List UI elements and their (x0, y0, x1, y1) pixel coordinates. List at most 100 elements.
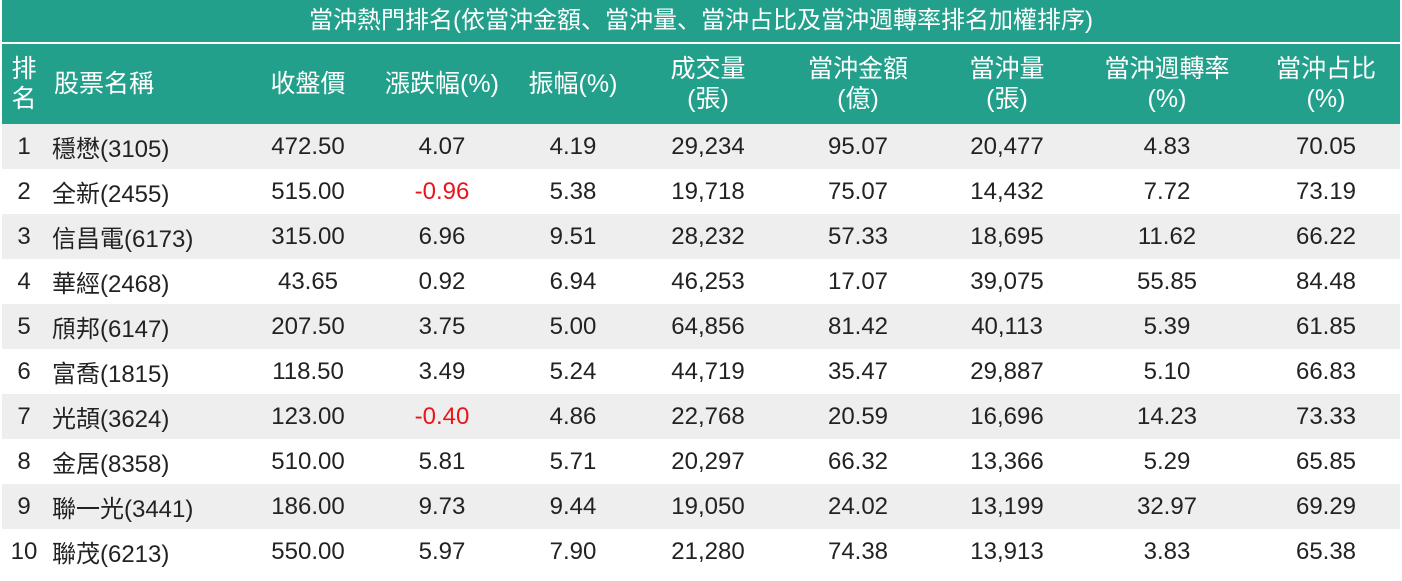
table-body: 1 穩懋(3105) 472.50 4.07 4.19 29,234 95.07 20,477… (2, 124, 1400, 574)
table-cell: 75.07 (827, 177, 889, 205)
header-cell: 當沖金額 (億) (784, 44, 932, 124)
table-cell: 9.73 (370, 484, 514, 529)
table-cell: 35.47 (827, 357, 889, 385)
table-cell: 4.83 (1082, 124, 1252, 169)
table-cell: 64,856 (632, 304, 784, 349)
table-cell: 富喬(1815) (52, 361, 170, 388)
table-cell: 5.81 (418, 447, 466, 475)
table-cell: 5 (2, 304, 46, 349)
table-cell: 4.86 (514, 394, 632, 439)
table-cell: 14.23 (1082, 394, 1252, 439)
table-cell: 29,887 (970, 357, 1044, 385)
table-row: 3 信昌電(6173) 315.00 6.96 9.51 28,232 57.33 18,69… (2, 214, 1400, 259)
table-cell: 4 (17, 267, 31, 295)
table-cell: 61.85 (1252, 304, 1400, 349)
table-row: 9 聯一光(3441) 186.00 9.73 9.44 19,050 24.02 13,19… (2, 484, 1400, 529)
header-row: 排 名股票名稱 收盤價 漲跌幅(%) 振幅(%) 成交量 (張) 當沖金額 (億) 當沖量 … (2, 44, 1400, 124)
table-cell: 315.00 (246, 214, 370, 259)
table-cell: 22,768 (632, 394, 784, 439)
table-cell: 3.75 (370, 304, 514, 349)
table-cell: 66.83 (1295, 357, 1357, 385)
table-cell: 3 (2, 214, 46, 259)
table-cell: 13,366 (970, 447, 1044, 475)
table-row: 6 富喬(1815) 118.50 3.49 5.24 44,719 35.47 29,887… (2, 349, 1400, 394)
table-cell: 81.42 (784, 304, 932, 349)
table-cell: 74.38 (827, 537, 889, 565)
table-cell: 11.62 (1082, 214, 1252, 259)
table-cell: 8 (17, 447, 31, 475)
table-cell: 6.94 (549, 267, 597, 295)
table-row: 2 全新(2455) 515.00 -0.96 5.38 19,718 75.07 14,43… (2, 169, 1400, 214)
table-cell: 穩懋(3105) (46, 124, 246, 169)
table-cell: 515.00 (271, 177, 345, 205)
table-cell: 32.97 (1082, 484, 1252, 529)
table-row: 8 金居(8358) 510.00 5.81 5.71 20,297 66.32 13,366… (2, 439, 1400, 484)
table-cell: 3.83 (1143, 537, 1191, 565)
table-cell: 66.32 (827, 447, 889, 475)
table-cell: 5.10 (1143, 357, 1191, 385)
table-cell: 28,232 (632, 214, 784, 259)
table-cell: 70.05 (1252, 124, 1400, 169)
table-cell: 10 (10, 537, 38, 565)
header-cell: 排 名 (2, 44, 46, 124)
table-cell: 5.00 (514, 304, 632, 349)
table-cell: 65.85 (1295, 447, 1357, 475)
table-cell: 5.24 (549, 357, 597, 385)
table-row: 4 華經(2468) 43.65 0.92 6.94 46,253 17.07 39,075 5… (2, 259, 1400, 304)
table-cell: 2 (17, 177, 31, 205)
table-cell: 3.49 (418, 357, 466, 385)
table-cell: 186.00 (246, 484, 370, 529)
table-cell: 21,280 (671, 537, 745, 565)
table-cell: 14,432 (970, 177, 1044, 205)
header-cell: 成交量 (張) (632, 44, 784, 124)
table-title: 當沖熱門排名(依當沖金額、當沖量、當沖占比及當沖週轉率排名加權排序) (2, 0, 1400, 44)
table-cell: 5.97 (418, 537, 466, 565)
table-cell: 1 (2, 124, 46, 169)
table-cell: 29,234 (632, 124, 784, 169)
table-cell: 信昌電(6173) (46, 214, 246, 259)
table-cell: 20,477 (932, 124, 1082, 169)
table-cell: -0.96 (414, 177, 470, 205)
table-cell: 5.38 (549, 177, 597, 205)
table-cell: 118.50 (272, 357, 344, 385)
table-cell: 9.44 (514, 484, 632, 529)
table-cell: 123.00 (246, 394, 370, 439)
table-cell: 57.33 (784, 214, 932, 259)
table-cell: 95.07 (784, 124, 932, 169)
header-cell: 當沖占比 (%) (1252, 44, 1400, 124)
table-cell: 16,696 (932, 394, 1082, 439)
table-cell: -0.40 (370, 394, 514, 439)
table-cell: 9.51 (514, 214, 632, 259)
table-cell: 金居(8358) (52, 451, 170, 478)
table-cell: 510.00 (271, 447, 345, 475)
table-cell: 全新(2455) (52, 181, 170, 208)
table-row: 1 穩懋(3105) 472.50 4.07 4.19 29,234 95.07 20,477… (2, 124, 1400, 169)
table-cell: 6 (17, 357, 31, 385)
table-cell: 5.29 (1143, 447, 1191, 475)
header-cell: 振幅(%) (514, 44, 632, 124)
table-cell: 0.92 (418, 267, 466, 295)
table-cell: 20,297 (671, 447, 745, 475)
table-cell: 69.29 (1252, 484, 1400, 529)
ranking-table: 排 名股票名稱 收盤價 漲跌幅(%) 振幅(%) 成交量 (張) 當沖金額 (億) 當沖量 … (2, 44, 1400, 574)
table-cell: 4.07 (370, 124, 514, 169)
table-cell: 華經(2468) (52, 271, 170, 298)
table-cell: 66.22 (1252, 214, 1400, 259)
table-cell: 5.39 (1082, 304, 1252, 349)
table-cell: 17.07 (827, 267, 889, 295)
header-cell: 當沖量 (張) (932, 44, 1082, 124)
table-cell: 207.50 (246, 304, 370, 349)
table-cell: 43.65 (277, 267, 339, 295)
header-cell: 漲跌幅(%) (370, 44, 514, 124)
table-cell: 24.02 (784, 484, 932, 529)
table-cell: 7.72 (1143, 177, 1191, 205)
table-cell: 9 (2, 484, 46, 529)
table-cell: 550.00 (271, 537, 345, 565)
table-cell: 光頡(3624) (46, 394, 246, 439)
table-row: 7 光頡(3624) 123.00 -0.40 4.86 22,768 20.59 16,69… (2, 394, 1400, 439)
table-cell: 40,113 (932, 304, 1082, 349)
table-cell: 46,253 (671, 267, 745, 295)
table-cell: 65.38 (1295, 537, 1357, 565)
table-cell: 13,913 (970, 537, 1044, 565)
